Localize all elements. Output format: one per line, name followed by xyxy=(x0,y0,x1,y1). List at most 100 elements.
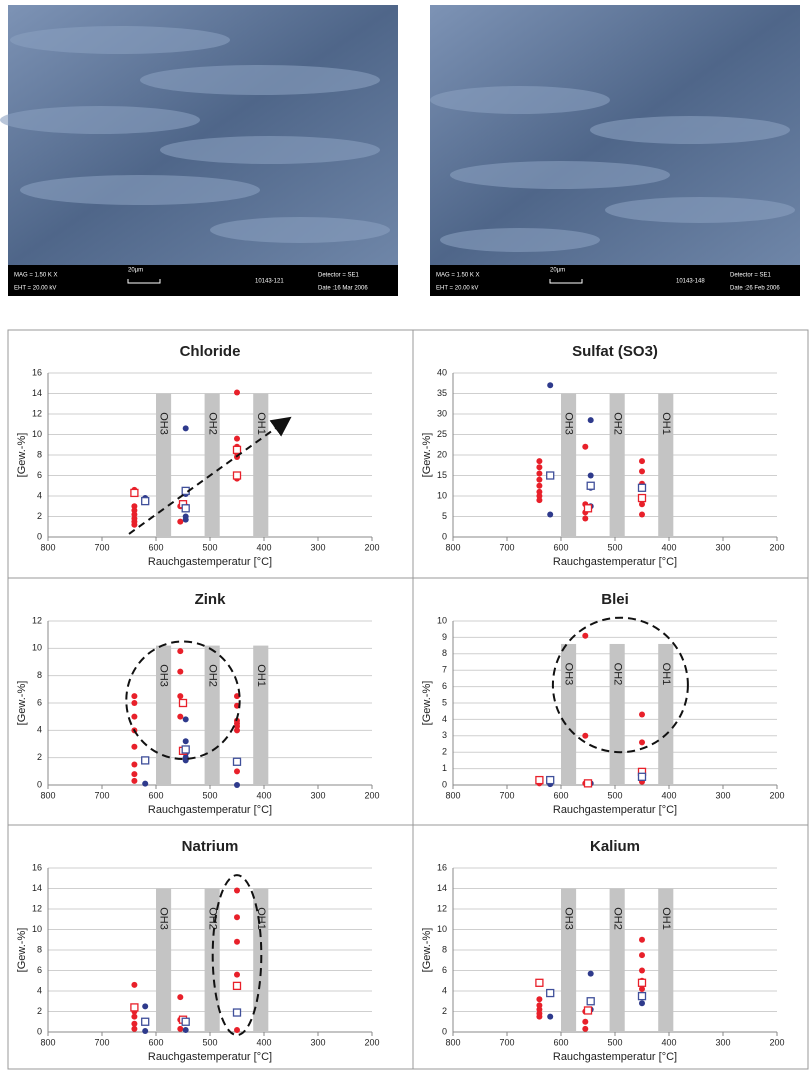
y-tick-label: 5 xyxy=(442,511,447,521)
y-tick-label: 6 xyxy=(37,470,42,480)
point xyxy=(536,464,542,470)
x-tick-label: 400 xyxy=(256,790,271,800)
point xyxy=(234,758,241,765)
point xyxy=(131,714,137,720)
point xyxy=(234,914,240,920)
point xyxy=(639,979,646,986)
point xyxy=(547,511,553,517)
point xyxy=(639,495,646,502)
x-tick-label: 200 xyxy=(364,1037,379,1047)
point xyxy=(131,693,137,699)
point xyxy=(547,777,554,784)
point xyxy=(639,458,645,464)
point xyxy=(183,425,189,431)
point xyxy=(587,482,594,489)
x-tick-label: 600 xyxy=(148,542,163,552)
y-tick-label: 1 xyxy=(442,763,447,773)
chart-title: Kalium xyxy=(590,838,640,855)
image-caption: Date :16 Mar 2006 xyxy=(318,286,368,292)
point xyxy=(234,1027,240,1033)
y-tick-label: 12 xyxy=(437,903,447,913)
x-tick-label: 500 xyxy=(202,1037,217,1047)
x-tick-label: 600 xyxy=(553,790,568,800)
point xyxy=(639,468,645,474)
point xyxy=(131,1026,137,1032)
image-caption: Detector = SE1 xyxy=(730,273,772,279)
point xyxy=(536,477,542,483)
band-label: OH3 xyxy=(563,907,575,930)
y-tick-label: 8 xyxy=(442,944,447,954)
y-tick-label: 6 xyxy=(442,965,447,975)
y-tick-label: 7 xyxy=(442,665,447,675)
x-tick-label: 200 xyxy=(364,790,379,800)
x-tick-label: 300 xyxy=(310,542,325,552)
y-tick-label: 12 xyxy=(32,615,42,625)
point xyxy=(131,744,137,750)
x-tick-label: 800 xyxy=(445,1037,460,1047)
x-tick-label: 800 xyxy=(40,790,55,800)
y-tick-label: 16 xyxy=(32,862,42,872)
y-tick-label: 2 xyxy=(442,747,447,757)
micrograph-right xyxy=(430,5,800,296)
band-label: OH2 xyxy=(611,412,623,435)
point xyxy=(536,996,542,1002)
y-tick-label: 0 xyxy=(442,779,447,789)
y-tick-label: 2 xyxy=(37,752,42,762)
point xyxy=(639,968,645,974)
x-tick-label: 700 xyxy=(94,1037,109,1047)
y-tick-label: 4 xyxy=(442,714,447,724)
x-tick-label: 500 xyxy=(607,790,622,800)
y-tick-label: 10 xyxy=(437,615,447,625)
point xyxy=(639,484,646,491)
y-tick-label: 4 xyxy=(37,985,42,995)
band-label: OH2 xyxy=(206,907,218,930)
x-tick-label: 200 xyxy=(769,542,784,552)
y-tick-label: 10 xyxy=(32,924,42,934)
point xyxy=(639,739,645,745)
point xyxy=(131,522,137,528)
y-axis-label: [Gew.-%] xyxy=(421,681,433,726)
point xyxy=(639,511,645,517)
y-tick-label: 25 xyxy=(437,429,447,439)
band-label: OH2 xyxy=(206,412,218,435)
point xyxy=(588,473,594,479)
point xyxy=(585,780,592,787)
point xyxy=(142,1018,149,1025)
point xyxy=(131,700,137,706)
y-tick-label: 0 xyxy=(442,1026,447,1036)
y-tick-label: 5 xyxy=(442,697,447,707)
band-label: OH2 xyxy=(206,664,218,687)
y-tick-label: 10 xyxy=(32,643,42,653)
y-tick-label: 4 xyxy=(37,725,42,735)
y-tick-label: 9 xyxy=(442,632,447,642)
x-axis-label: Rauchgastemperatur [°C] xyxy=(553,1051,677,1063)
point xyxy=(582,633,588,639)
point xyxy=(182,1018,189,1025)
point xyxy=(582,516,588,522)
y-tick-label: 2 xyxy=(37,511,42,521)
y-axis-label: [Gew.-%] xyxy=(16,433,28,478)
point xyxy=(131,489,138,496)
band-label: OH3 xyxy=(563,663,575,686)
point xyxy=(183,716,189,722)
x-tick-label: 800 xyxy=(40,1037,55,1047)
x-tick-label: 200 xyxy=(769,1037,784,1047)
x-tick-label: 500 xyxy=(202,790,217,800)
band-label: OH2 xyxy=(611,907,623,930)
band-label: OH3 xyxy=(563,412,575,435)
chart-title: Sulfat (SO3) xyxy=(572,343,658,360)
point xyxy=(180,700,187,707)
point xyxy=(183,517,189,523)
y-tick-label: 40 xyxy=(437,367,447,377)
point xyxy=(587,998,594,1005)
point xyxy=(177,693,183,699)
y-axis-label: [Gew.-%] xyxy=(421,928,433,973)
point xyxy=(142,757,149,764)
point xyxy=(234,436,240,442)
point xyxy=(131,771,137,777)
point xyxy=(183,738,189,744)
y-tick-label: 16 xyxy=(437,862,447,872)
band-label: OH1 xyxy=(660,412,672,435)
band-label: OH1 xyxy=(660,663,672,686)
x-tick-label: 700 xyxy=(499,790,514,800)
